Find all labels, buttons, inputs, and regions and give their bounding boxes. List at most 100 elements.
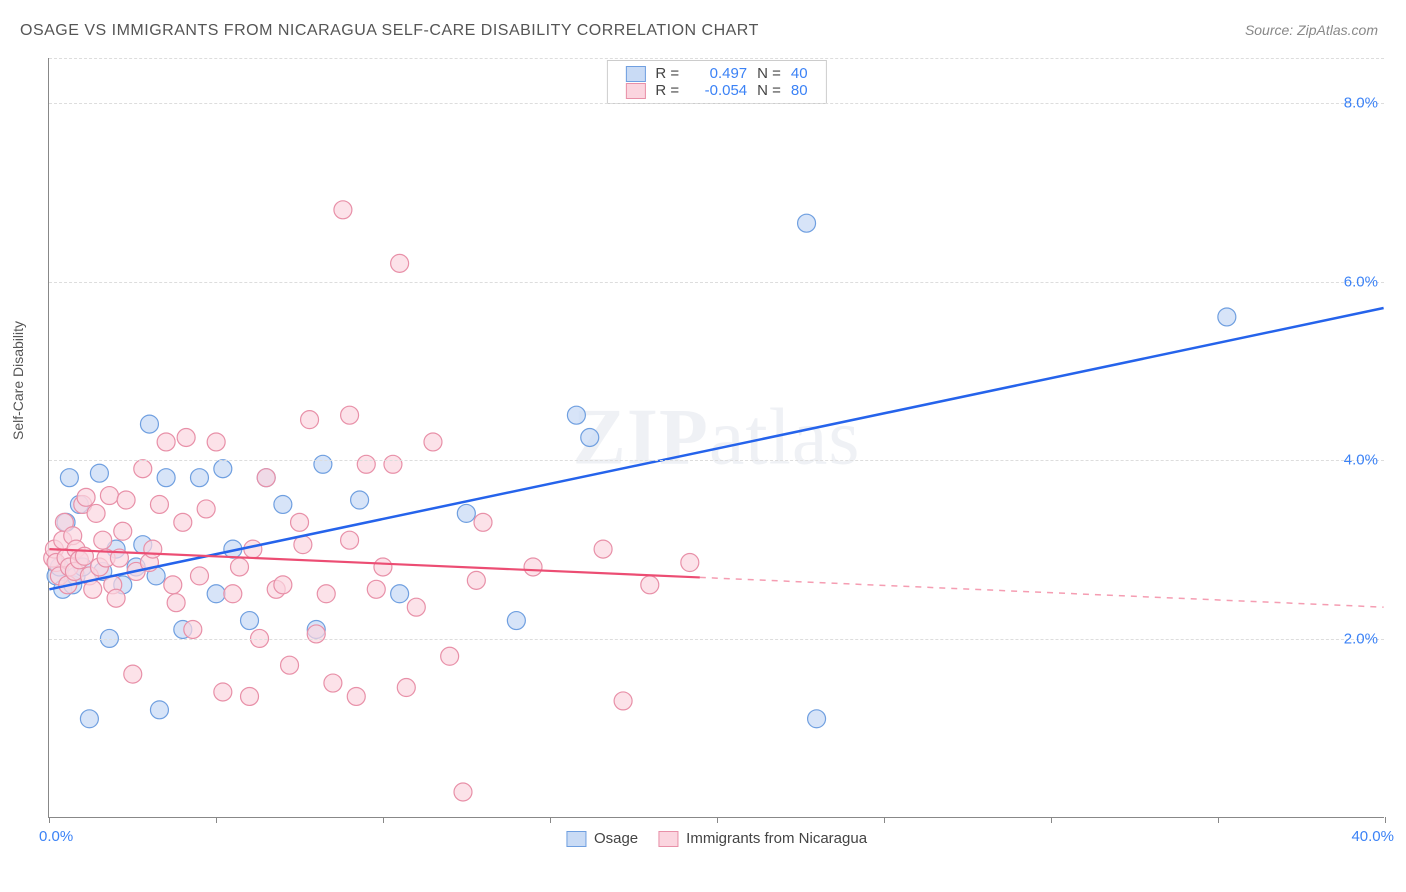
- point-nicaragua: [357, 455, 375, 473]
- point-nicaragua: [100, 487, 118, 505]
- point-osage: [241, 612, 259, 630]
- point-osage: [351, 491, 369, 509]
- point-osage: [798, 214, 816, 232]
- n-label: N =: [757, 82, 781, 99]
- y-tick-label: 6.0%: [1344, 273, 1378, 290]
- point-nicaragua: [87, 504, 105, 522]
- point-nicaragua: [231, 558, 249, 576]
- legend-item-nicaragua: Immigrants from Nicaragua: [658, 830, 867, 847]
- point-osage: [90, 464, 108, 482]
- scatter-plot-svg: [49, 58, 1384, 817]
- y-tick-label: 8.0%: [1344, 94, 1378, 111]
- x-min-label: 0.0%: [39, 828, 73, 845]
- point-nicaragua: [397, 679, 415, 697]
- point-nicaragua: [241, 687, 259, 705]
- point-nicaragua: [524, 558, 542, 576]
- r-value-osage: 0.497: [689, 65, 747, 82]
- point-osage: [567, 406, 585, 424]
- y-axis-label: Self-Care Disability: [10, 321, 26, 440]
- point-nicaragua: [391, 254, 409, 272]
- point-nicaragua: [150, 495, 168, 513]
- point-nicaragua: [307, 625, 325, 643]
- trendline-osage: [49, 308, 1383, 589]
- point-osage: [157, 469, 175, 487]
- y-tick-label: 2.0%: [1344, 631, 1378, 648]
- point-nicaragua: [324, 674, 342, 692]
- legend-label-nicaragua: Immigrants from Nicaragua: [686, 830, 867, 847]
- point-nicaragua: [244, 540, 262, 558]
- point-nicaragua: [174, 513, 192, 531]
- point-nicaragua: [341, 531, 359, 549]
- chart-title: OSAGE VS IMMIGRANTS FROM NICARAGUA SELF-…: [20, 22, 759, 40]
- n-value-osage: 40: [791, 65, 808, 82]
- point-nicaragua: [164, 576, 182, 594]
- correlation-legend: R = 0.497 N = 40 R = -0.054 N = 80: [606, 60, 826, 104]
- legend-row-nicaragua: R = -0.054 N = 80: [625, 82, 807, 99]
- point-osage: [1218, 308, 1236, 326]
- x-max-label: 40.0%: [1351, 828, 1394, 845]
- point-nicaragua: [114, 522, 132, 540]
- point-nicaragua: [291, 513, 309, 531]
- point-nicaragua: [467, 571, 485, 589]
- point-nicaragua: [641, 576, 659, 594]
- point-nicaragua: [184, 620, 202, 638]
- point-nicaragua: [224, 585, 242, 603]
- r-label: R =: [655, 82, 679, 99]
- point-osage: [581, 429, 599, 447]
- point-osage: [214, 460, 232, 478]
- point-nicaragua: [84, 580, 102, 598]
- point-nicaragua: [257, 469, 275, 487]
- point-nicaragua: [124, 665, 142, 683]
- point-osage: [391, 585, 409, 603]
- y-tick-label: 4.0%: [1344, 452, 1378, 469]
- point-nicaragua: [367, 580, 385, 598]
- point-nicaragua: [281, 656, 299, 674]
- point-nicaragua: [167, 594, 185, 612]
- source-attribution: Source: ZipAtlas.com: [1245, 22, 1378, 38]
- point-osage: [314, 455, 332, 473]
- point-nicaragua: [614, 692, 632, 710]
- point-nicaragua: [274, 576, 292, 594]
- point-nicaragua: [301, 411, 319, 429]
- legend-label-osage: Osage: [594, 830, 638, 847]
- point-nicaragua: [454, 783, 472, 801]
- point-osage: [150, 701, 168, 719]
- series-legend: Osage Immigrants from Nicaragua: [566, 830, 867, 847]
- point-nicaragua: [384, 455, 402, 473]
- point-osage: [80, 710, 98, 728]
- point-nicaragua: [94, 531, 112, 549]
- point-osage: [274, 495, 292, 513]
- source-label: Source:: [1245, 22, 1293, 38]
- point-osage: [457, 504, 475, 522]
- n-label: N =: [757, 65, 781, 82]
- legend-item-osage: Osage: [566, 830, 638, 847]
- r-label: R =: [655, 65, 679, 82]
- point-nicaragua: [681, 554, 699, 572]
- point-nicaragua: [407, 598, 425, 616]
- swatch-nicaragua: [625, 83, 645, 99]
- source-name: ZipAtlas.com: [1297, 22, 1378, 38]
- point-nicaragua: [334, 201, 352, 219]
- point-osage: [207, 585, 225, 603]
- point-nicaragua: [77, 488, 95, 506]
- point-nicaragua: [474, 513, 492, 531]
- point-osage: [808, 710, 826, 728]
- point-nicaragua: [177, 429, 195, 447]
- point-nicaragua: [207, 433, 225, 451]
- point-osage: [140, 415, 158, 433]
- point-nicaragua: [117, 491, 135, 509]
- r-value-nicaragua: -0.054: [689, 82, 747, 99]
- point-nicaragua: [594, 540, 612, 558]
- point-nicaragua: [197, 500, 215, 518]
- point-nicaragua: [190, 567, 208, 585]
- point-nicaragua: [214, 683, 232, 701]
- point-nicaragua: [347, 687, 365, 705]
- point-nicaragua: [107, 589, 125, 607]
- point-nicaragua: [424, 433, 442, 451]
- point-nicaragua: [317, 585, 335, 603]
- swatch-nicaragua: [658, 831, 678, 847]
- point-nicaragua: [134, 460, 152, 478]
- point-nicaragua: [341, 406, 359, 424]
- point-nicaragua: [374, 558, 392, 576]
- trendline-dashed-nicaragua: [700, 577, 1384, 607]
